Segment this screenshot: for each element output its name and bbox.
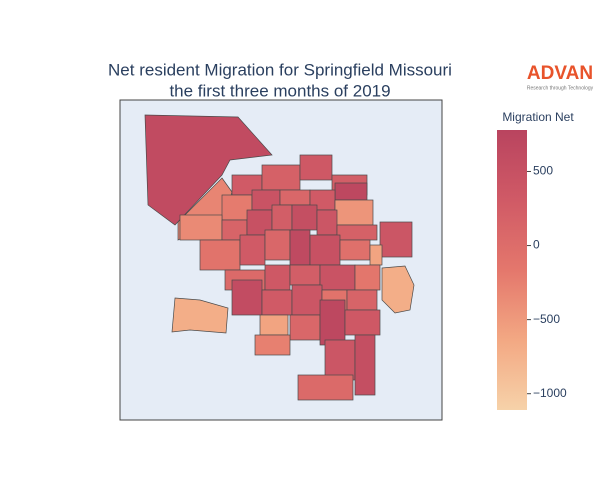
region <box>199 239 241 271</box>
region <box>379 221 413 258</box>
logo: ADVAN <box>527 63 593 84</box>
title-line-2: the first three months of 2019 <box>169 81 390 100</box>
region <box>289 264 321 286</box>
region <box>259 314 289 336</box>
colorbar-tick-label: −1000 <box>533 386 567 400</box>
region <box>239 234 266 266</box>
region <box>261 289 293 316</box>
region <box>279 189 311 206</box>
region <box>264 229 291 261</box>
region <box>297 374 354 401</box>
region <box>334 199 374 226</box>
regions <box>144 114 415 401</box>
region <box>319 299 346 346</box>
colorbar-ticks: 500 0 −500 −1000 <box>527 164 567 400</box>
region <box>381 265 415 314</box>
region <box>289 229 311 266</box>
region <box>254 334 291 356</box>
region <box>231 279 263 316</box>
region <box>264 264 291 291</box>
region <box>261 164 301 191</box>
region <box>369 244 383 266</box>
region <box>144 114 273 226</box>
region <box>299 154 333 181</box>
colorbar <box>497 130 527 410</box>
region <box>346 289 378 311</box>
region <box>291 284 323 316</box>
colorbar-tick-label: −500 <box>533 312 560 326</box>
region <box>309 234 341 266</box>
colorbar-title: Migration Net <box>502 110 574 124</box>
region <box>344 309 381 336</box>
region <box>289 314 321 341</box>
title-line-1: Net resident Migration for Springfield M… <box>108 60 452 79</box>
region <box>354 334 376 396</box>
colorbar-tick-label: 0 <box>533 238 540 252</box>
colorbar-tick-label: 500 <box>533 164 553 178</box>
region <box>319 264 356 291</box>
region <box>291 204 318 231</box>
region <box>354 264 381 291</box>
region <box>179 214 223 241</box>
region <box>271 204 293 231</box>
region <box>171 297 229 334</box>
logo-tagline: Research through Technology <box>527 85 594 91</box>
region <box>324 339 356 381</box>
region <box>339 239 371 261</box>
region <box>334 182 368 201</box>
region <box>316 209 338 236</box>
region <box>336 224 378 241</box>
